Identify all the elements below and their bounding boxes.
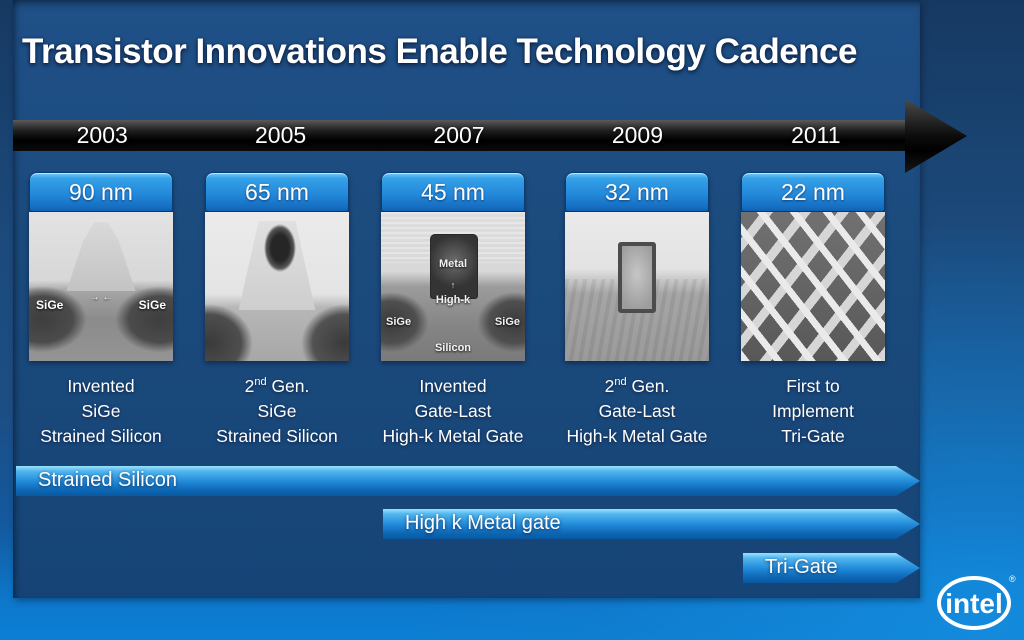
node-column-65nm: 65 nm xyxy=(205,172,349,361)
micrograph-label-silicon: Silicon xyxy=(434,342,472,354)
node-badge-45nm: 45 nm xyxy=(381,172,525,212)
caption-line: Strained Silicon xyxy=(216,426,338,446)
year-label: 2009 xyxy=(611,122,663,148)
caption-90nm: Invented SiGe Strained Silicon xyxy=(11,374,191,449)
year-label: 2005 xyxy=(255,122,307,148)
caption-line: SiGe xyxy=(257,401,297,421)
micrograph-label-sige-right: SiGe xyxy=(494,316,520,328)
caption-45nm: Invented Gate-Last High-k Metal Gate xyxy=(363,374,543,449)
intel-logo-registered-mark: ® xyxy=(1009,574,1016,584)
intel-logo-ellipse-icon xyxy=(937,576,1011,630)
innovation-bar-high-k-metal-gate: High k Metal gate xyxy=(383,509,920,539)
micrograph-label-metal: Metal xyxy=(438,258,468,270)
caption-65nm: 2nd Gen. SiGe Strained Silicon xyxy=(187,374,367,449)
node-column-32nm: 32 nm xyxy=(565,172,709,361)
caption-line: Tri-Gate xyxy=(781,426,845,446)
caption-line: Strained Silicon xyxy=(40,426,162,446)
micrograph-arrow-up-icon: ↑ xyxy=(450,280,456,290)
node-badge-65nm: 65 nm xyxy=(205,172,349,212)
micrograph-label-sige-left: SiGe xyxy=(36,298,64,312)
caption-line: First to xyxy=(786,376,840,396)
node-column-90nm: 90 nm SiGe SiGe → ← xyxy=(29,172,173,361)
micrograph-label-sige-right: SiGe xyxy=(138,298,166,312)
slide-title: Transistor Innovations Enable Technology… xyxy=(22,32,857,71)
caption-line: 2nd Gen. xyxy=(244,376,310,396)
micrograph-label-sige-left: SiGe xyxy=(386,316,412,328)
caption-32nm: 2nd Gen. Gate-Last High-k Metal Gate xyxy=(547,374,727,449)
innovation-bar-tri-gate: Tri-Gate xyxy=(743,553,920,583)
node-badge-32nm: 32 nm xyxy=(565,172,709,212)
node-badge-22nm: 22 nm xyxy=(741,172,885,212)
node-column-22nm: 22 nm xyxy=(741,172,885,361)
caption-line: Invented xyxy=(419,376,487,396)
caption-line: SiGe xyxy=(81,401,121,421)
micrograph-45nm: Metal ↑ High-k SiGe SiGe Silicon xyxy=(381,212,525,361)
caption-line: Implement xyxy=(772,401,854,421)
year-label: 2007 xyxy=(433,122,485,148)
node-badge-90nm: 90 nm xyxy=(29,172,173,212)
node-column-45nm: 45 nm Metal ↑ High-k SiGe SiGe Silicon xyxy=(381,172,525,361)
year-label: 2003 xyxy=(76,122,128,148)
micrograph-32nm xyxy=(565,212,709,361)
micrograph-90nm: SiGe SiGe → ← xyxy=(29,212,173,361)
micrograph-gap-arrows-icon: → ← xyxy=(89,292,113,303)
micrograph-label-high-k: High-k xyxy=(435,294,471,306)
micrograph-65nm xyxy=(205,212,349,361)
caption-line: 2nd Gen. xyxy=(604,376,670,396)
caption-line: High-k Metal Gate xyxy=(566,426,708,446)
caption-line: Gate-Last xyxy=(598,401,676,421)
year-label: 2011 xyxy=(791,122,841,148)
timeline-arrow-band: 2003 2005 2007 2009 2011 xyxy=(13,120,905,151)
intel-logo: intel ® xyxy=(937,574,1016,630)
caption-line: Invented xyxy=(67,376,135,396)
timeline-arrowhead-icon xyxy=(905,99,967,173)
caption-line: Gate-Last xyxy=(414,401,492,421)
micrograph-22nm-trigate xyxy=(741,212,885,361)
innovation-bar-strained-silicon: Strained Silicon xyxy=(16,466,920,496)
caption-line: High-k Metal Gate xyxy=(382,426,524,446)
caption-22nm: First to Implement Tri-Gate xyxy=(723,374,903,449)
intel-logo-text: intel xyxy=(945,588,1003,619)
